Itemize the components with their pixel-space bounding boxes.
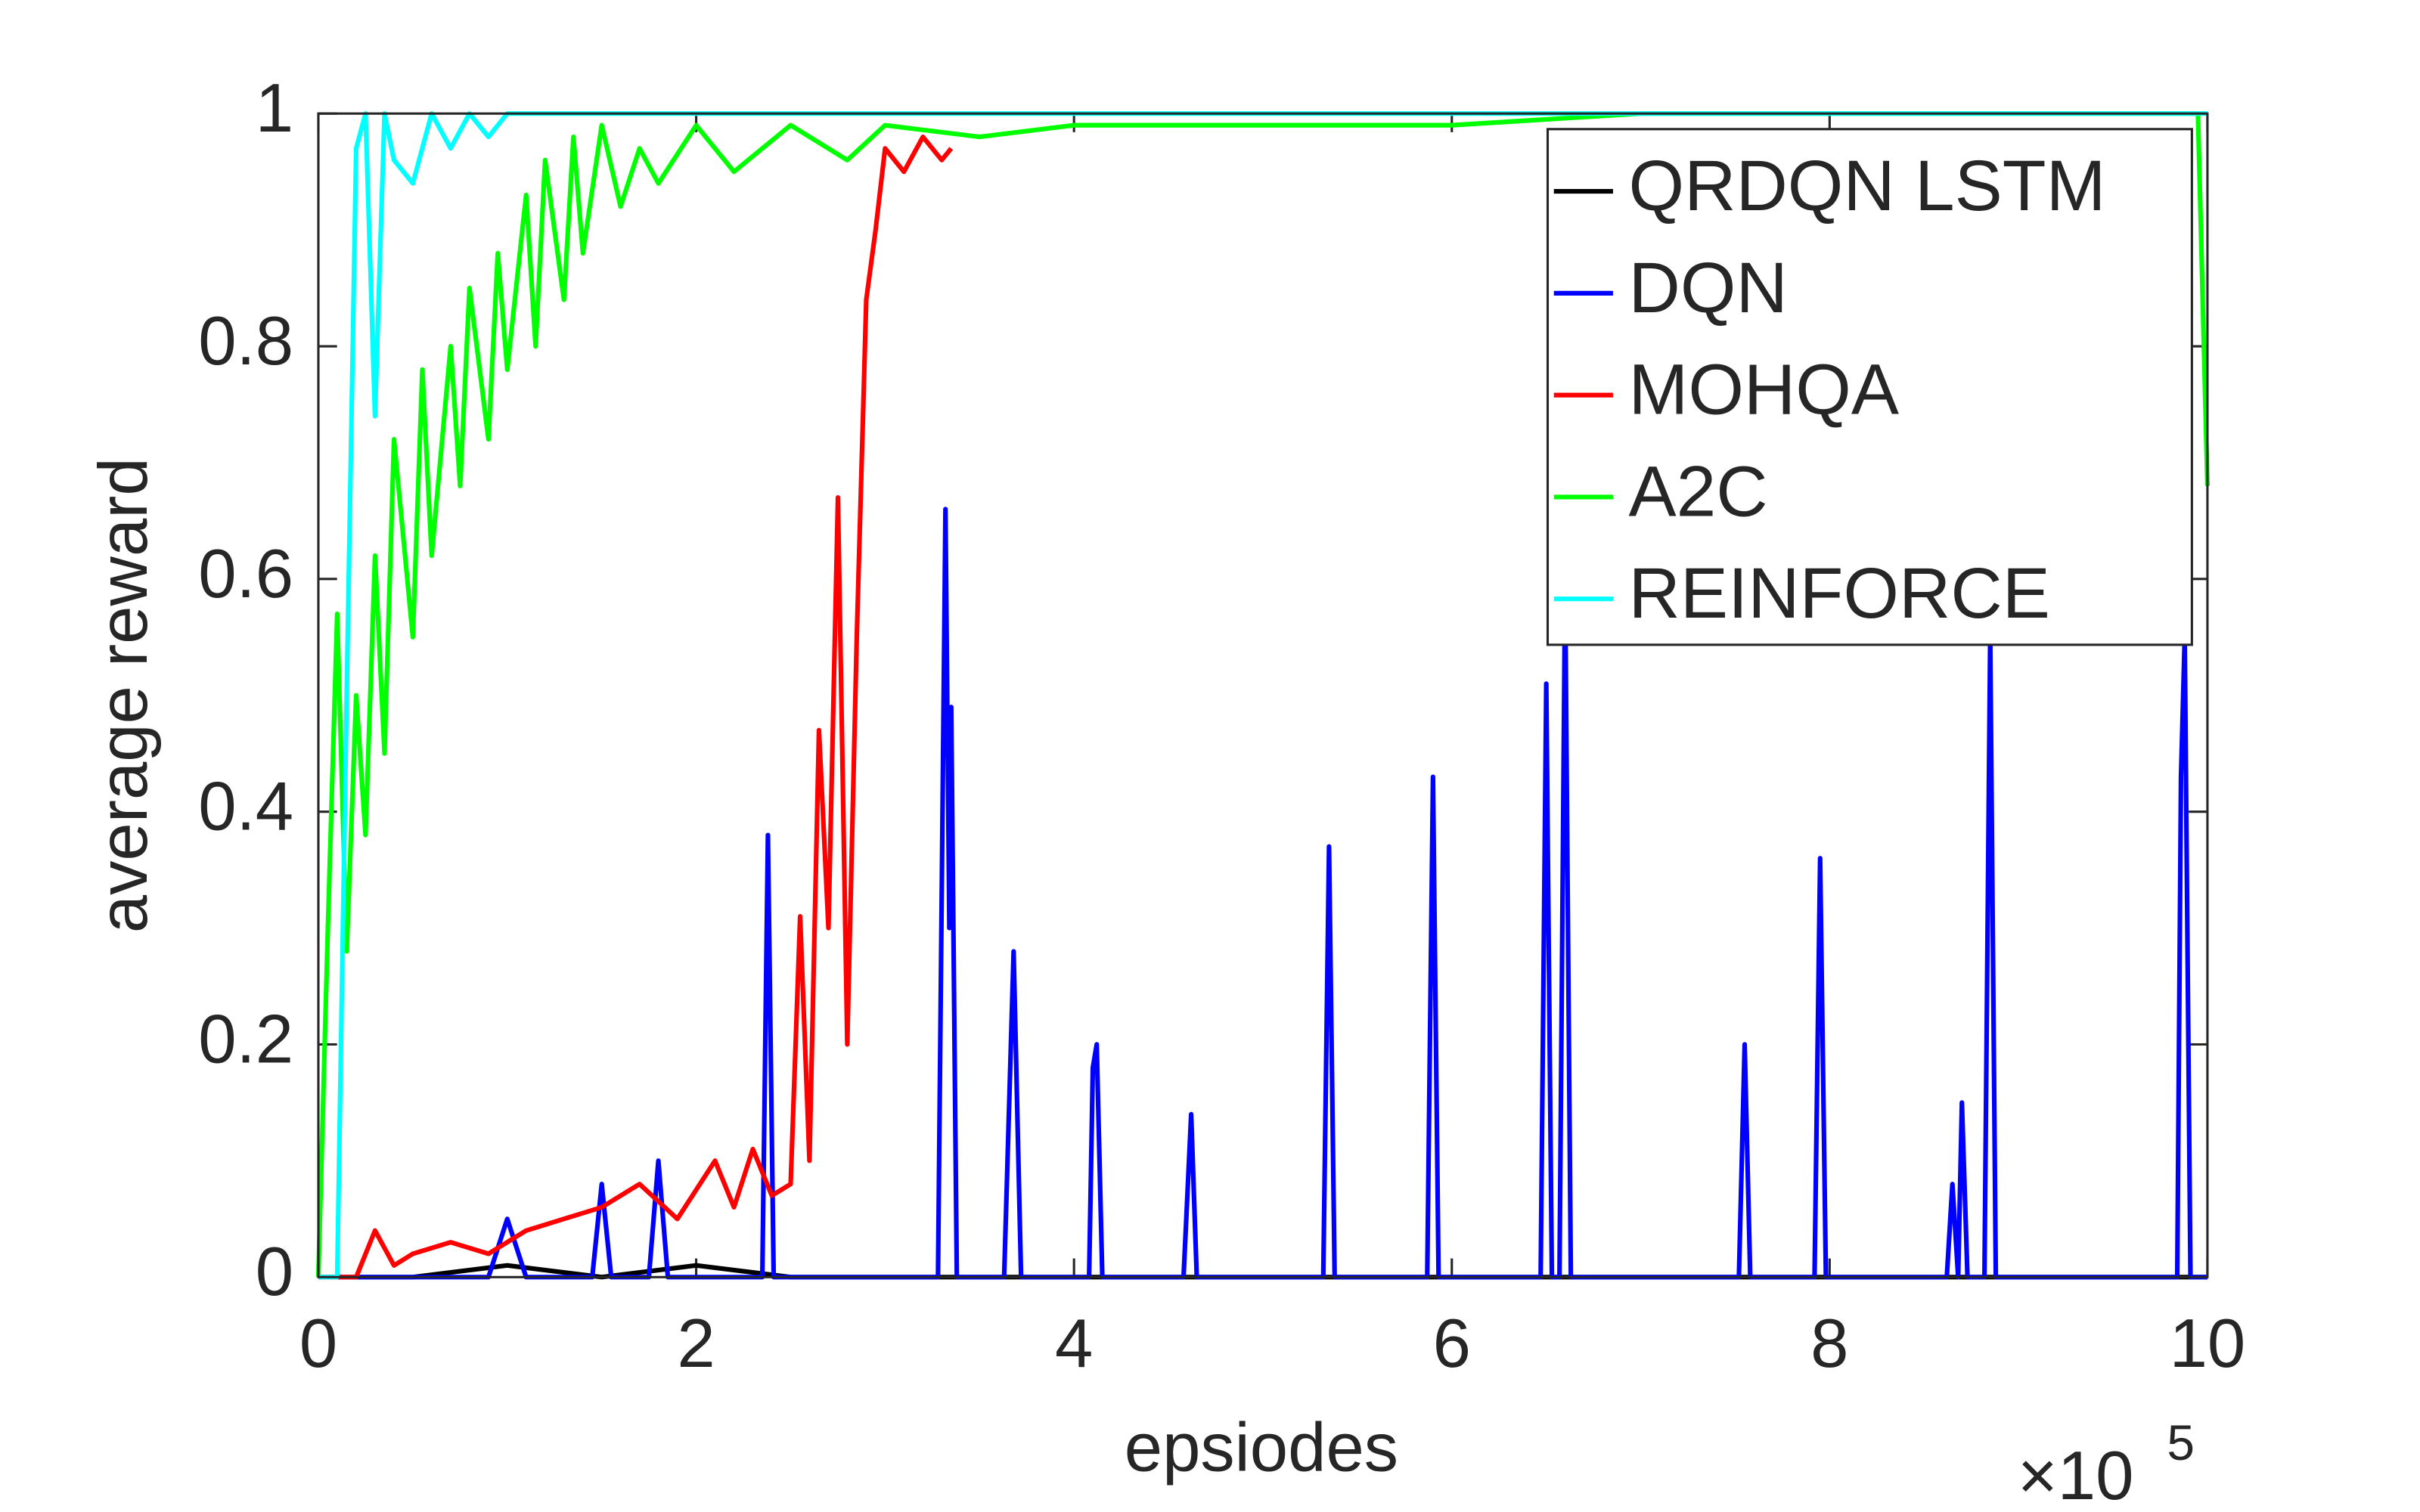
- legend-label: A2C: [1628, 451, 1767, 531]
- y-axis-label: average reward: [85, 457, 162, 933]
- x-axis-label: epsiodes: [1125, 1410, 1398, 1486]
- x-tick-label: 0: [299, 1306, 337, 1382]
- legend-label: MOHQA: [1628, 350, 1899, 430]
- y-tick-label: 0.8: [198, 303, 293, 380]
- series-line: [315, 111, 2211, 1278]
- plot-frame: [317, 112, 2209, 1278]
- y-tick-label: 0.4: [198, 769, 293, 845]
- x-multiplier: ×10: [2018, 1438, 2134, 1512]
- series-line: [318, 134, 954, 1280]
- x-tick-label: 6: [1433, 1306, 1471, 1382]
- legend-label: REINFORCE: [1628, 553, 2049, 634]
- x-tick-label: 10: [2170, 1306, 2246, 1382]
- x-tick-label: 2: [677, 1306, 715, 1382]
- legend-label: QRDQN LSTM: [1628, 146, 2105, 226]
- legend-box: [1546, 128, 2193, 646]
- y-tick-label: 1: [256, 70, 293, 147]
- x-tick-label: 4: [1055, 1306, 1093, 1382]
- y-tick-label: 0: [256, 1234, 293, 1310]
- legend-label: DQN: [1628, 248, 1787, 328]
- y-tick-label: 0.2: [198, 1001, 293, 1077]
- y-tick-label: 0.6: [198, 536, 293, 612]
- x-exponent: 5: [2167, 1414, 2195, 1470]
- x-tick-label: 8: [1810, 1306, 1848, 1382]
